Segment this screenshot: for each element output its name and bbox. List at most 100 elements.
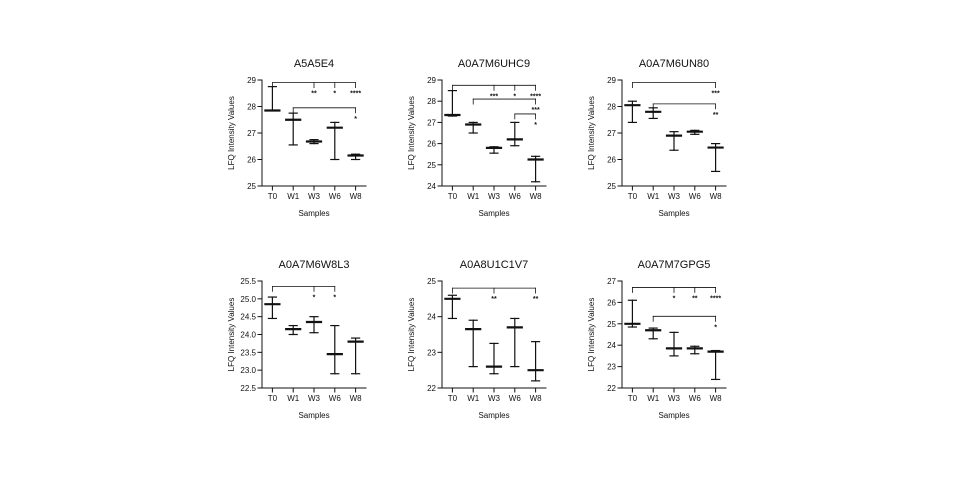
data-mark-W1	[465, 121, 482, 134]
significance-label: **	[713, 112, 719, 119]
data-mark-W6	[506, 317, 523, 368]
x-tick-label: W1	[287, 394, 300, 403]
y-axis-label: LFQ Intensity Values	[407, 298, 416, 372]
y-tick-label: 27	[247, 129, 256, 138]
x-tick-label: T0	[448, 192, 458, 201]
y-tick-label: 26	[607, 298, 616, 307]
significance-label: *	[354, 116, 357, 123]
data-mark-W1	[645, 107, 662, 120]
data-mark-W8	[347, 153, 364, 161]
x-tick-label: W3	[668, 192, 681, 201]
y-tick-label: 24.0	[240, 331, 256, 340]
x-tick-label: W6	[689, 192, 702, 201]
chart-panel-5: A0A8U1C1V7 22 23 24 25 T0 W1 W3 W6 W8 Samples LFQ I…	[407, 259, 547, 420]
significance-bracket: ***	[472, 98, 540, 114]
x-tick-label: W1	[647, 394, 660, 403]
x-axis-label: Samples	[478, 411, 509, 420]
x-tick-label: T0	[628, 394, 638, 403]
data-mark-W8	[527, 341, 544, 382]
x-tick-label: W8	[350, 192, 363, 201]
significance-label: *	[313, 294, 316, 301]
y-tick-label: 23	[427, 348, 436, 357]
data-mark-W8	[707, 349, 724, 381]
data-mark-W3	[665, 331, 683, 357]
x-axis-label: Samples	[478, 209, 509, 218]
significance-label: *	[673, 295, 676, 302]
significance-label: **	[311, 91, 317, 98]
data-mark-T0	[624, 100, 641, 124]
y-axis-label: LFQ Intensity Values	[587, 298, 596, 372]
significance-label: ****	[710, 295, 721, 302]
x-tick-label: W8	[710, 394, 723, 403]
x-tick-label: W8	[530, 394, 543, 403]
chart-title: A0A8U1C1V7	[460, 259, 529, 271]
data-mark-W6	[506, 121, 523, 147]
x-tick-label: W1	[287, 192, 300, 201]
x-tick-label: T0	[268, 394, 278, 403]
y-axis-label: LFQ Intensity Values	[227, 298, 236, 372]
y-tick-label: 25	[427, 277, 436, 286]
chart-panel-1: A5A5E4 25 26 27 28 29 T0 W1 W3 W6 W8 Samples LFQ Int…	[227, 58, 367, 218]
significance-label: **	[533, 296, 539, 303]
significance-label: *	[513, 93, 516, 100]
significance-bracket: *	[514, 113, 537, 129]
significance-label: ***	[712, 91, 720, 98]
y-tick-label: 24	[607, 341, 616, 350]
y-tick-label: 25	[607, 182, 616, 191]
x-axis-label: Samples	[298, 209, 329, 218]
data-mark-W1	[285, 112, 302, 146]
data-mark-T0	[444, 89, 461, 117]
x-tick-label: W6	[509, 192, 522, 201]
y-tick-label: 27	[607, 277, 616, 286]
x-tick-label: W8	[350, 394, 363, 403]
data-mark-W8	[707, 143, 724, 173]
data-mark-T0	[624, 299, 641, 328]
chart-panel-4: A0A7M6W8L3 22.5 23.0 23.5 24.0 24.5 25.0 25.5 T0…	[227, 259, 367, 420]
significance-label: ***	[532, 107, 540, 114]
data-mark-W3	[485, 146, 503, 154]
data-mark-W8	[347, 337, 364, 375]
x-tick-label: W3	[488, 394, 501, 403]
y-tick-label: 24	[427, 182, 436, 191]
x-tick-label: W1	[467, 192, 480, 201]
x-tick-label: T0	[628, 192, 638, 201]
y-tick-label: 22.5	[240, 384, 256, 393]
data-mark-W1	[645, 327, 662, 340]
y-tick-label: 23.5	[240, 348, 256, 357]
y-tick-label: 26	[247, 156, 256, 165]
x-tick-label: T0	[448, 394, 458, 403]
x-axis-label: Samples	[298, 411, 329, 420]
y-tick-label: 24	[427, 313, 436, 322]
significance-bracket: *** * ****	[451, 84, 541, 100]
y-tick-label: 22	[607, 384, 616, 393]
data-mark-W3	[305, 139, 323, 145]
chart-title: A0A7M6UN80	[639, 58, 709, 70]
chart-panel-6: A0A7M7GPG5 22 23 24 25 26 27 T0 W1 W3 W6 W8 Samples L…	[587, 259, 727, 420]
x-tick-label: W8	[530, 192, 543, 201]
significance-label: *	[333, 294, 336, 301]
y-tick-label: 27	[427, 118, 436, 127]
chart-title: A0A7M6UHC9	[458, 58, 530, 70]
chart-panel-2: A0A7M6UHC9 24 25 26 27 28 29 T0 W1 W3 W6 W8 Samples L…	[407, 58, 547, 218]
significance-bracket: *	[652, 315, 717, 331]
y-tick-label: 25.0	[240, 295, 256, 304]
data-mark-T0	[444, 294, 461, 320]
data-mark-W6	[326, 121, 343, 161]
y-tick-label: 25	[607, 320, 616, 329]
x-tick-label: W1	[647, 192, 660, 201]
y-tick-label: 26	[427, 140, 436, 149]
data-mark-W6	[686, 345, 703, 355]
data-mark-W3	[305, 316, 323, 334]
x-tick-label: W3	[308, 394, 321, 403]
significance-label: ****	[530, 93, 541, 100]
significance-bracket: *******	[271, 82, 361, 98]
data-mark-W3	[665, 131, 683, 151]
y-tick-label: 28	[427, 97, 436, 106]
y-axis-label: LFQ Intensity Values	[407, 96, 416, 170]
y-tick-label: 29	[427, 76, 436, 85]
x-tick-label: W6	[329, 192, 342, 201]
x-tick-label: W6	[329, 394, 342, 403]
y-tick-label: 25.5	[240, 277, 256, 286]
y-tick-label: 25	[427, 161, 436, 170]
